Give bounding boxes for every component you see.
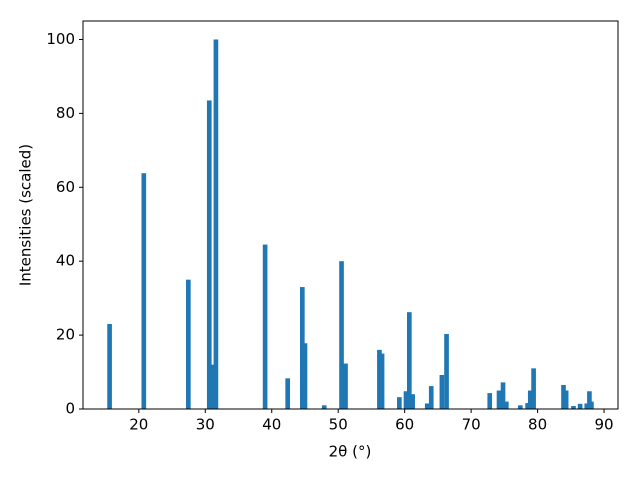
- bar: [589, 401, 594, 409]
- bar: [571, 406, 576, 409]
- plot-frame: [82, 20, 619, 410]
- bar: [397, 397, 402, 409]
- y-tick-label: 0: [65, 400, 75, 418]
- bar: [525, 403, 530, 409]
- bar: [213, 39, 219, 409]
- bar: [504, 401, 509, 409]
- bar: [410, 394, 415, 409]
- y-tick-label: 20: [56, 326, 75, 344]
- bar: [377, 349, 382, 409]
- bar: [299, 287, 305, 409]
- bar: [428, 386, 434, 409]
- bar: [584, 403, 590, 409]
- bar: [561, 384, 566, 409]
- y-tick-label: 60: [56, 178, 75, 196]
- bar: [563, 390, 569, 409]
- bar: [321, 405, 327, 409]
- bar: [439, 375, 445, 409]
- bar: [531, 368, 536, 409]
- x-tick-label: 60: [395, 416, 414, 434]
- bar: [406, 312, 412, 409]
- y-tick-label: 40: [56, 252, 75, 270]
- bar: [444, 333, 449, 409]
- bar: [107, 324, 112, 409]
- x-tick-label: 80: [528, 416, 547, 434]
- x-tick-label: 90: [594, 416, 613, 434]
- y-tick-label: 100: [46, 30, 75, 48]
- bar: [343, 363, 348, 409]
- bar: [379, 353, 385, 409]
- y-axis-label: Intensities (scaled): [17, 144, 35, 286]
- x-tick-label: 30: [196, 416, 215, 434]
- x-tick-label: 20: [129, 416, 148, 434]
- bar: [285, 378, 291, 409]
- bar: [186, 279, 191, 409]
- bar: [209, 364, 215, 409]
- x-axis-label: 2θ (°): [329, 443, 372, 461]
- bar: [587, 391, 592, 409]
- bar: [141, 173, 147, 409]
- bar: [577, 403, 583, 409]
- x-tick-label: 50: [329, 416, 348, 434]
- bar: [500, 382, 506, 409]
- bar: [302, 343, 308, 409]
- bar: [527, 390, 533, 409]
- bar: [403, 391, 409, 409]
- x-tick-label: 70: [462, 416, 481, 434]
- bar: [339, 261, 344, 409]
- bar: [206, 100, 212, 409]
- bar: [262, 244, 268, 409]
- bar: [424, 403, 430, 409]
- y-tick-label: 80: [56, 104, 75, 122]
- x-tick-label: 40: [262, 416, 281, 434]
- bar: [487, 393, 493, 409]
- bar: [517, 405, 523, 409]
- bar: [496, 390, 502, 409]
